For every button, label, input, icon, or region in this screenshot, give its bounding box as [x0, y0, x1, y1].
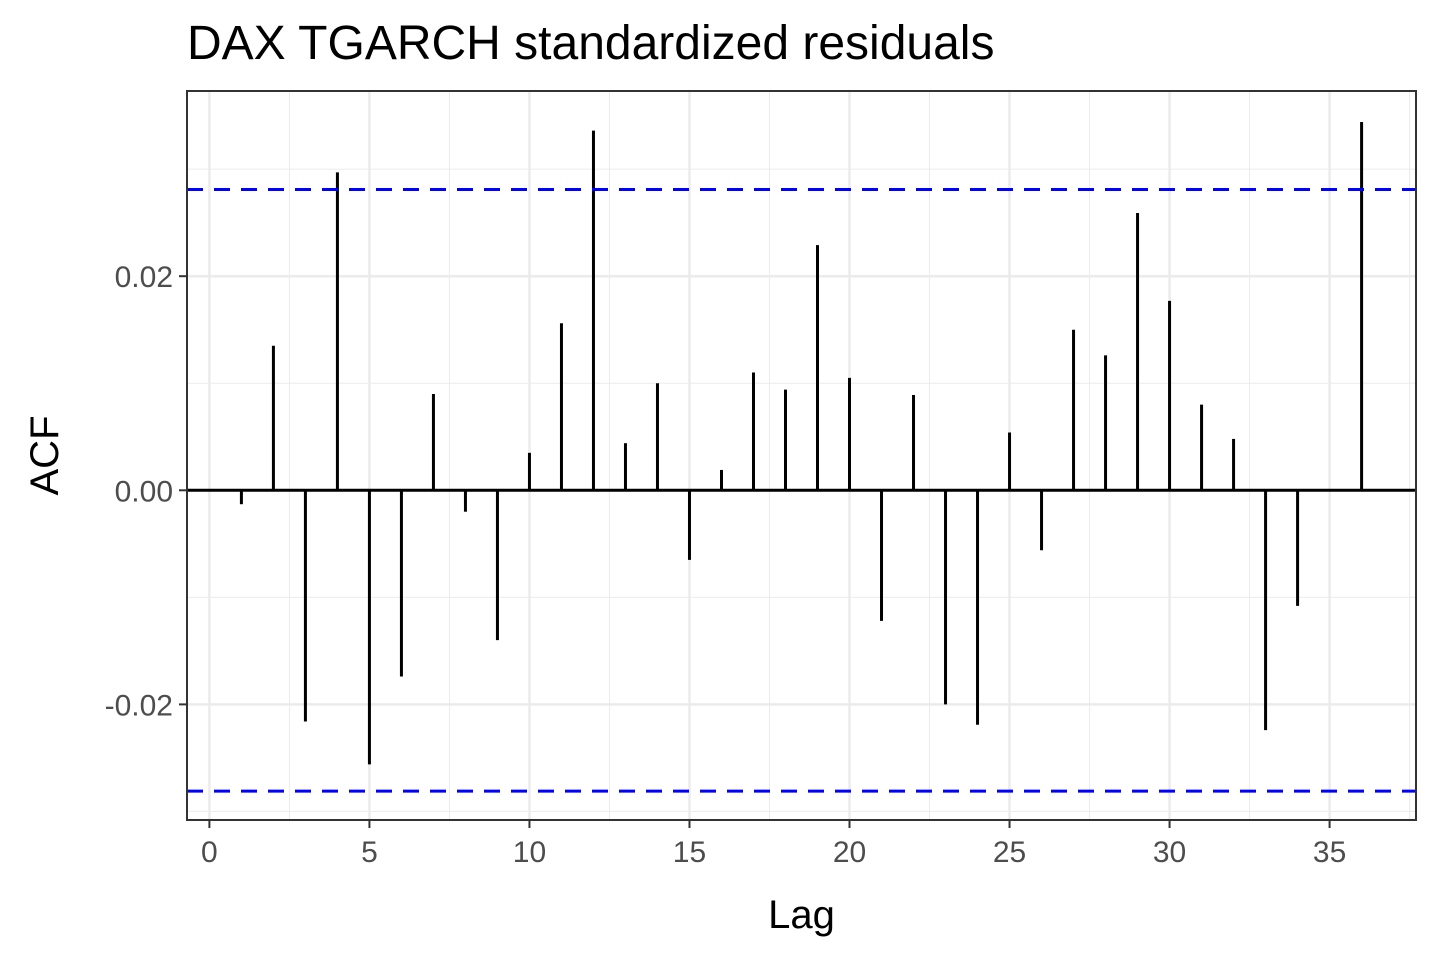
minor-gridlines	[187, 91, 1416, 820]
y-tick-label: -0.02	[105, 689, 173, 722]
confidence-bounds	[187, 187, 1416, 793]
y-tick-label: 0.02	[115, 261, 173, 294]
x-tick-label: 0	[201, 836, 218, 869]
y-axis-title: ACF	[23, 416, 67, 496]
x-axis-title: Lag	[768, 893, 835, 937]
y-axis-ticks: -0.02 0.00 0.02	[105, 261, 187, 722]
x-axis-ticks: 0 5 10 15 20 25 30 35	[201, 820, 1346, 869]
x-tick-label: 15	[673, 836, 706, 869]
plot-panel	[187, 91, 1416, 820]
x-tick-label: 30	[1153, 836, 1186, 869]
x-tick-label: 20	[833, 836, 866, 869]
plot-border	[186, 90, 1417, 821]
chart-title: DAX TGARCH standardized residuals	[187, 17, 995, 70]
x-tick-label: 35	[1313, 836, 1346, 869]
x-tick-label: 10	[513, 836, 546, 869]
x-tick-label: 5	[361, 836, 378, 869]
x-tick-label: 25	[993, 836, 1026, 869]
y-tick-label: 0.00	[115, 475, 173, 508]
